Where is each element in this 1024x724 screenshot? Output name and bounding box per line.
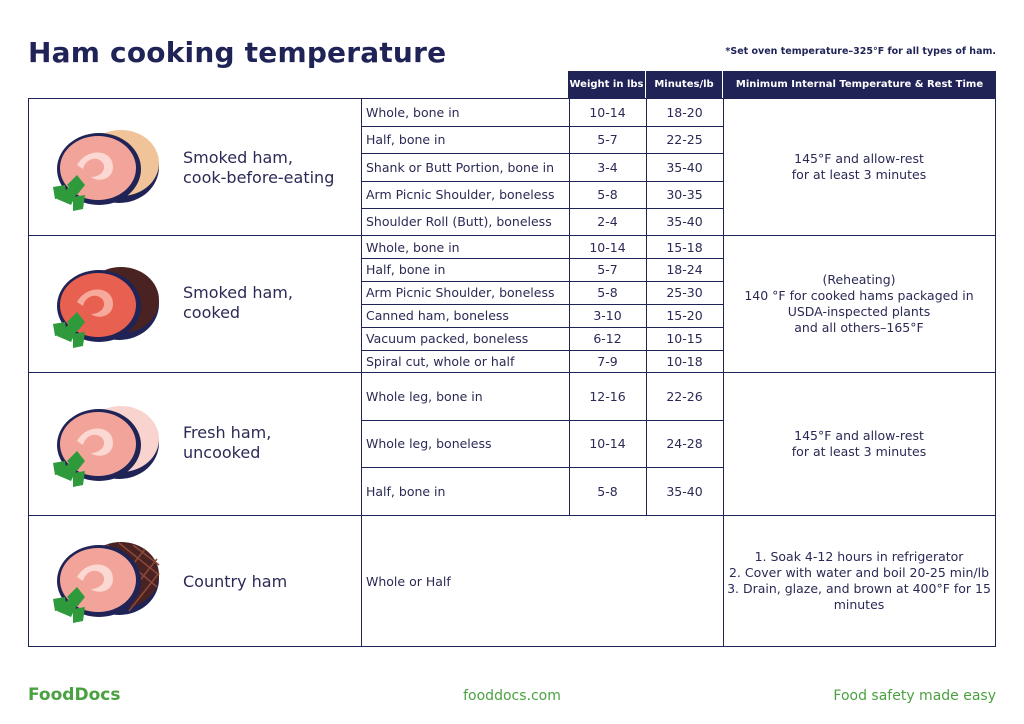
minutes-per-lb: 35-40 [666, 159, 703, 175]
minutes-per-lb: 22-26 [666, 389, 703, 404]
ham-type-name: Smoked ham, cook-before-eating [183, 148, 335, 187]
minutes-per-lb: 18-20 [666, 105, 703, 120]
minutes-per-lb: 25-30 [666, 285, 703, 300]
ham-type-name: Fresh ham, uncooked [183, 423, 272, 462]
weight-lbs: 10-14 [589, 239, 626, 255]
cut-type: Shoulder Roll (Butt), boneless [366, 214, 552, 229]
cut-type: Whole leg, bone in [366, 389, 483, 404]
cut-type: Spiral cut, whole or half [366, 353, 515, 369]
weight-lbs: 2-4 [597, 214, 618, 229]
header-weight: Weight in lbs [568, 71, 645, 98]
section-smoked-cook-before-eating: Smoked ham, cook-before-eating Whole, bo… [29, 99, 995, 236]
cut-type: Half, bone in [366, 132, 446, 147]
minutes-per-lb: 30-35 [666, 187, 703, 202]
tagline: Food safety made easy [833, 688, 996, 704]
fooddocs-logo: FoodDocs [28, 685, 121, 705]
cut-type: Whole, bone in [366, 105, 460, 120]
minutes-per-lb: 22-25 [666, 132, 703, 147]
weight-lbs: 3-10 [593, 308, 622, 323]
temperature-rest-time: (Reheating) 140 °F for cooked hams packa… [744, 272, 974, 335]
minutes-per-lb: 10-18 [666, 353, 703, 369]
page-title: Ham cooking temperature [28, 36, 447, 69]
cut-type: Shank or Butt Portion, bone in [366, 159, 555, 175]
temperature-rest-time: 145°F and allow-rest for at least 3 minu… [791, 428, 927, 459]
cut-type: Whole or Half [366, 573, 451, 589]
weight-lbs: 10-14 [589, 436, 626, 451]
country-ham-icon [53, 542, 160, 623]
weight-lbs: 5-8 [597, 285, 618, 300]
cut-type: Whole, bone in [366, 239, 460, 255]
weight-lbs: 12-16 [589, 389, 626, 404]
cut-type: Arm Picnic Shoulder, boneless [366, 285, 555, 300]
minutes-per-lb: 15-20 [666, 308, 703, 323]
cut-type: Half, bone in [366, 483, 446, 499]
temperature-rest-time: 145°F and allow-rest for at least 3 minu… [791, 151, 927, 182]
minutes-per-lb: 10-15 [666, 331, 703, 346]
weight-lbs: 7-9 [597, 353, 618, 369]
minutes-per-lb: 18-24 [666, 262, 703, 277]
ham-table: Smoked ham, cook-before-eating Whole, bo… [28, 98, 996, 647]
section-smoked-cooked: Smoked ham, cooked Whole, bone in 10-14 … [29, 236, 995, 373]
cut-type: Whole leg, boneless [366, 436, 492, 451]
weight-lbs: 5-8 [597, 483, 618, 499]
ham-type-name: Country ham [183, 572, 288, 591]
smoked-ham-uncooked-icon [53, 130, 159, 211]
oven-temperature-note: *Set oven temperature–325°F for all type… [725, 46, 996, 57]
minutes-per-lb: 24-28 [666, 436, 703, 451]
minutes-per-lb: 35-40 [666, 483, 703, 499]
weight-lbs: 6-12 [593, 331, 622, 346]
cut-type: Canned ham, boneless [366, 308, 509, 323]
section-country-ham: Country ham Whole or Half 1. Soak 4-12 h… [29, 516, 995, 646]
weight-lbs: 5-7 [597, 262, 618, 277]
cut-type: Arm Picnic Shoulder, boneless [366, 187, 555, 202]
ham-type-name: Smoked ham, cooked [183, 283, 293, 322]
weight-lbs: 3-4 [597, 159, 618, 175]
weight-lbs: 5-8 [597, 187, 618, 202]
fresh-ham-icon [53, 406, 159, 487]
cut-type: Half, bone in [366, 262, 446, 277]
weight-lbs: 5-7 [597, 132, 618, 147]
header-minutes: Minutes/lb [645, 71, 722, 98]
minutes-per-lb: 35-40 [666, 214, 703, 229]
minutes-per-lb: 15-18 [666, 239, 703, 255]
header-temperature: Minimum Internal Temperature & Rest Time [722, 71, 996, 98]
weight-lbs: 10-14 [589, 105, 626, 120]
section-fresh-uncooked: Fresh ham, uncooked Whole leg, bone in 1… [29, 373, 995, 516]
temperature-rest-time: 1. Soak 4-12 hours in refrigerator 2. Co… [727, 549, 991, 612]
smoked-ham-cooked-icon [53, 267, 159, 348]
cut-type: Vacuum packed, boneless [366, 331, 529, 346]
website-link[interactable]: fooddocs.com [463, 688, 561, 704]
